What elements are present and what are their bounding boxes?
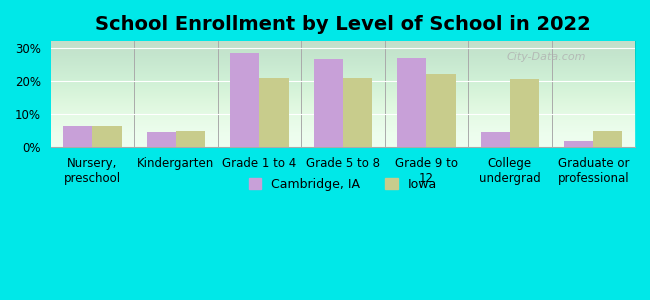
Bar xyxy=(147,132,176,147)
Bar xyxy=(63,126,92,147)
Bar xyxy=(343,78,372,147)
Bar xyxy=(480,132,510,147)
Bar xyxy=(593,130,623,147)
Bar xyxy=(176,130,205,147)
Title: School Enrollment by Level of School in 2022: School Enrollment by Level of School in … xyxy=(95,15,591,34)
Bar xyxy=(426,74,456,147)
Bar xyxy=(510,79,539,147)
Text: City-Data.com: City-Data.com xyxy=(506,52,586,62)
Bar xyxy=(397,58,426,147)
Bar xyxy=(314,59,343,147)
Bar xyxy=(259,78,289,147)
Bar xyxy=(564,140,593,147)
Legend: Cambridge, IA, Iowa: Cambridge, IA, Iowa xyxy=(244,173,442,196)
Bar xyxy=(92,126,122,147)
Bar xyxy=(230,53,259,147)
